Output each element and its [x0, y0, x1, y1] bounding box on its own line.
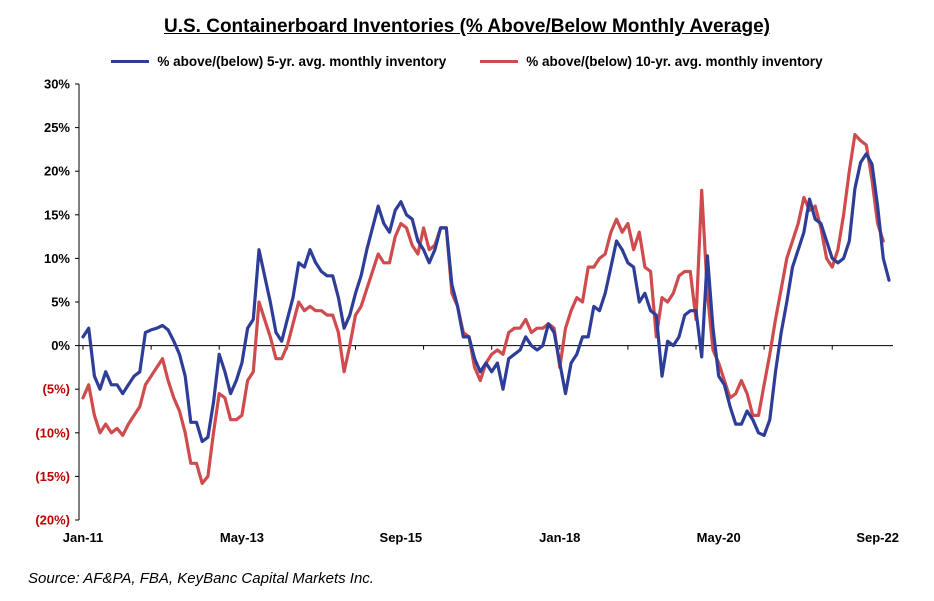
legend-item-10yr: % above/(below) 10-yr. avg. monthly inve… — [480, 54, 823, 69]
y-tick-label: 30% — [44, 77, 70, 92]
y-tick-label: (10%) — [35, 425, 70, 440]
y-tick-label: 5% — [51, 295, 70, 310]
y-tick-label: 25% — [44, 120, 70, 135]
y-tick-label: (15%) — [35, 469, 70, 484]
legend-label-5yr: % above/(below) 5-yr. avg. monthly inven… — [157, 54, 447, 69]
series-line-10yr — [81, 133, 885, 485]
legend-label-10yr: % above/(below) 10-yr. avg. monthly inve… — [526, 54, 823, 69]
y-tick-label: 10% — [44, 251, 70, 266]
x-tick-label: Sep-22 — [856, 530, 899, 545]
series-line-5yr — [81, 152, 891, 444]
x-tick-label: Sep-15 — [380, 530, 423, 545]
legend-item-5yr: % above/(below) 5-yr. avg. monthly inven… — [111, 54, 446, 69]
x-tick-label: Jan-11 — [63, 530, 103, 545]
y-tick-label: 0% — [51, 338, 70, 353]
legend-swatch-5yr — [111, 60, 150, 63]
legend-swatch-10yr — [480, 60, 519, 63]
y-tick-label: (20%) — [35, 513, 70, 528]
source-note: Source: AF&PA, FBA, KeyBanc Capital Mark… — [28, 570, 374, 587]
x-tick-label: May-20 — [697, 530, 741, 545]
y-tick-label: 15% — [44, 207, 70, 222]
y-tick-label: 20% — [44, 164, 70, 179]
x-tick-label: Jan-18 — [539, 530, 580, 545]
y-tick-label: (5%) — [43, 382, 70, 397]
x-tick-label: May-13 — [220, 530, 264, 545]
chart-title: U.S. Containerboard Inventories (% Above… — [164, 16, 770, 37]
legend: % above/(below) 5-yr. avg. monthly inven… — [0, 54, 934, 69]
